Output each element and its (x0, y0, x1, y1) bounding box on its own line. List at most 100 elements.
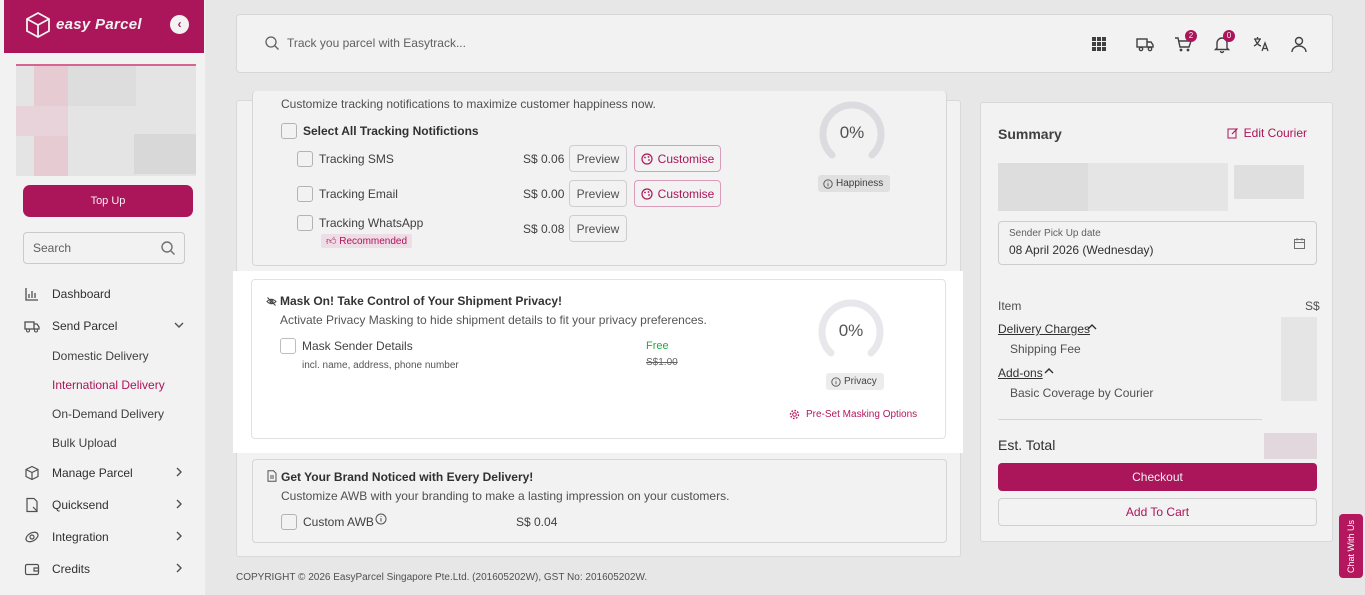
happiness-gauge-value: 0% (839, 123, 865, 142)
pickup-date-field[interactable]: Sender Pick Up date 08 April 2026 (Wedne… (998, 221, 1317, 265)
branding-subtitle: Customize AWB with your branding to make… (281, 489, 730, 503)
info-icon (823, 178, 833, 189)
price-values-blurred (1281, 317, 1317, 401)
sidebar-item-credits[interactable]: Credits (24, 559, 189, 579)
delivery-truck-icon[interactable] (1135, 34, 1155, 54)
tracking-subtitle: Customize tracking notifications to maxi… (281, 97, 656, 111)
privacy-gauge (818, 299, 884, 357)
sidebar-item-dashboard[interactable]: Dashboard (24, 284, 189, 304)
sidebar-item-label: Send Parcel (52, 319, 118, 333)
pickup-date-value: 08 April 2026 (Wednesday) (1009, 243, 1154, 257)
track-parcel-input[interactable] (287, 36, 687, 50)
summary-divider (998, 419, 1262, 420)
sidebar: easy Parcel ‹ Top Up Dashboard Send Parc… (0, 0, 205, 595)
add-to-cart-button[interactable]: Add To Cart (998, 498, 1317, 526)
sidebar-item-label: Credits (52, 562, 91, 576)
chat-with-us-button[interactable]: Chat With Us (1339, 514, 1363, 578)
tracking-whatsapp-price: S$ 0.08 (523, 222, 565, 236)
mask-sender-label: Mask Sender Details (302, 339, 413, 353)
customise-label: Customise (657, 151, 715, 166)
privacy-subtitle: Activate Privacy Masking to hide shipmen… (280, 313, 707, 327)
mask-sender-hint: incl. name, address, phone number (302, 360, 459, 371)
sidebar-search-input[interactable] (33, 241, 153, 255)
top-bar: 2 0 (236, 14, 1333, 73)
collapse-sidebar-button[interactable]: ‹ (170, 15, 189, 34)
tracking-whatsapp-label: Tracking WhatsApp (319, 216, 424, 230)
sidebar-sub-on-demand[interactable]: On-Demand Delivery (52, 407, 165, 421)
item-label: Item (998, 299, 1022, 313)
palette-icon (641, 187, 653, 200)
search-icon[interactable] (160, 240, 176, 256)
edit-courier-link[interactable]: Edit Courier (1227, 126, 1307, 140)
sidebar-item-quicksend[interactable]: Quicksend (24, 495, 189, 515)
sidebar-item-send-parcel[interactable]: Send Parcel (24, 316, 189, 336)
wallet-icon (24, 563, 40, 576)
tracking-sms-checkbox[interactable] (297, 151, 313, 167)
sidebar-item-manage-parcel[interactable]: Manage Parcel (24, 463, 189, 483)
edit-icon (1227, 128, 1238, 139)
shipping-fee-label: Shipping Fee (1010, 342, 1081, 356)
total-value-blurred (1264, 433, 1317, 459)
sidebar-sub-domestic[interactable]: Domestic Delivery (52, 349, 149, 363)
gear-icon (789, 409, 800, 420)
sidebar-sub-international[interactable]: International Delivery (52, 378, 165, 392)
box-icon (25, 465, 39, 481)
copyright-footer: COPYRIGHT © 2026 EasyParcel Singapore Pt… (236, 572, 648, 583)
notification-count-badge: 0 (1223, 30, 1235, 42)
tracking-email-customise-button[interactable]: Customise (634, 180, 721, 207)
info-icon[interactable] (375, 513, 387, 525)
thumbs-up-icon: 👍︎ (326, 236, 337, 247)
privacy-highlight: Mask On! Take Control of Your Shipment P… (233, 271, 963, 453)
eye-off-icon (266, 297, 277, 306)
preset-masking-label: Pre-Set Masking Options (806, 409, 918, 420)
brand-name: easy Parcel (56, 16, 142, 33)
sidebar-sub-bulk-upload[interactable]: Bulk Upload (52, 436, 117, 450)
currency-label: S$ (1305, 299, 1320, 313)
brand-header: easy Parcel ‹ (4, 0, 204, 53)
est-total-label: Est. Total (998, 437, 1056, 453)
addons-toggle[interactable]: Add-ons (998, 366, 1043, 380)
delivery-charges-toggle[interactable]: Delivery Charges (998, 322, 1091, 336)
chevron-right-icon (176, 467, 182, 477)
sidebar-item-label: Quicksend (52, 498, 109, 512)
mask-old-price: S$1.00 (646, 357, 678, 368)
preset-masking-link[interactable]: Pre-Set Masking Options (789, 409, 917, 420)
chevron-right-icon (176, 499, 182, 509)
tracking-whatsapp-preview-button[interactable]: Preview (569, 215, 627, 242)
select-all-tracking-checkbox[interactable] (281, 123, 297, 139)
tracking-sms-customise-button[interactable]: Customise (634, 145, 721, 172)
chevron-up-icon[interactable] (1044, 367, 1054, 375)
tracking-whatsapp-checkbox[interactable] (297, 215, 313, 231)
profile-blurred (16, 66, 196, 176)
top-up-button[interactable]: Top Up (23, 185, 193, 217)
sidebar-item-integration[interactable]: Integration (24, 527, 189, 547)
tracking-sms-preview-button[interactable]: Preview (569, 145, 627, 172)
select-all-tracking-label: Select All Tracking Notifictions (303, 124, 479, 138)
branding-title: Get Your Brand Noticed with Every Delive… (281, 470, 534, 484)
info-icon (831, 376, 841, 387)
user-profile-icon[interactable] (1289, 34, 1309, 54)
tracking-email-preview-button[interactable]: Preview (569, 180, 627, 207)
chevron-up-icon[interactable] (1087, 323, 1097, 331)
custom-awb-checkbox[interactable] (281, 514, 297, 530)
happiness-label: Happiness (818, 175, 891, 192)
privacy-label: Privacy (826, 373, 884, 390)
courier-price-blurred (1234, 165, 1304, 199)
courier-info-blurred (1088, 163, 1228, 211)
chevron-right-icon (176, 531, 182, 541)
apps-grid-icon[interactable] (1089, 34, 1109, 54)
translate-icon[interactable] (1251, 34, 1271, 54)
chevron-right-icon (176, 563, 182, 573)
checkout-button[interactable]: Checkout (998, 463, 1317, 491)
bar-chart-icon (25, 288, 38, 301)
sidebar-search (23, 232, 185, 264)
truck-icon (24, 321, 40, 333)
tracking-sms-label: Tracking SMS (319, 152, 394, 166)
recommended-badge: 👍︎ Recommended (321, 234, 413, 248)
summary-title: Summary (998, 126, 1062, 142)
brand-divider (16, 64, 196, 66)
customise-label: Customise (657, 186, 715, 201)
tracking-email-checkbox[interactable] (297, 186, 313, 202)
calendar-icon (1294, 238, 1305, 249)
mask-sender-checkbox[interactable] (280, 338, 296, 354)
